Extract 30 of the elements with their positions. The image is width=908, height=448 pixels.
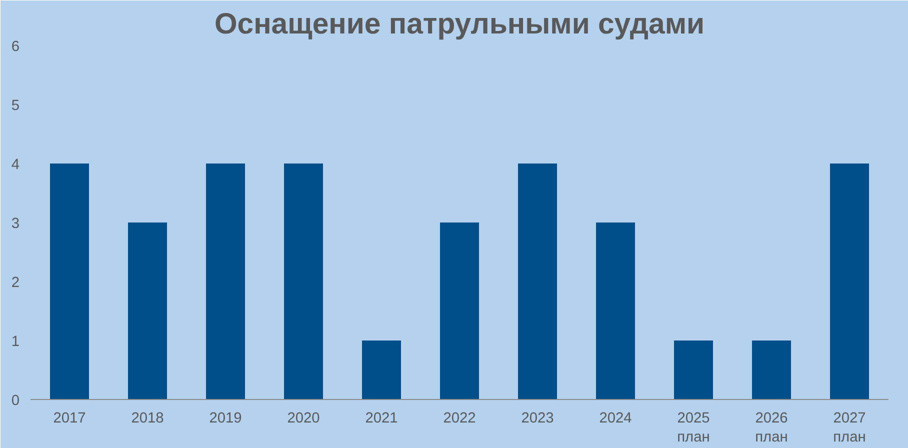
y-tick-label: 6 <box>11 39 20 55</box>
y-tick-label: 1 <box>11 334 20 350</box>
bar <box>440 222 479 400</box>
bar <box>674 340 713 400</box>
bar <box>362 340 401 400</box>
x-tick-label: 2023 <box>521 410 554 426</box>
x-tick-label: 2018 <box>131 410 164 426</box>
bar <box>518 164 557 400</box>
x-tick-label: 2021 <box>365 410 398 426</box>
y-tick-label: 0 <box>11 393 20 409</box>
x-tick-label: 2020 <box>287 410 320 426</box>
bar <box>830 164 869 400</box>
chart-title: Оснащение патрульными судами <box>214 8 705 40</box>
y-tick-label: 5 <box>11 98 20 114</box>
bar <box>128 222 167 400</box>
x-tick-label: 2027 план <box>833 410 866 446</box>
y-tick-label: 4 <box>11 157 20 173</box>
x-tick-label: 2022 <box>443 410 476 426</box>
x-tick-label: 2019 <box>209 410 242 426</box>
x-tick-label: 2025 план <box>677 410 710 446</box>
x-tick-label: 2026 план <box>755 410 788 446</box>
y-tick-label: 2 <box>11 275 20 291</box>
bar <box>206 164 245 400</box>
bar <box>284 164 323 400</box>
bar <box>50 164 89 400</box>
x-tick-label: 2024 <box>599 410 632 426</box>
x-tick-label: 2017 <box>53 410 86 426</box>
bar <box>752 340 791 400</box>
y-tick-label: 3 <box>11 216 20 232</box>
bar <box>596 222 635 400</box>
